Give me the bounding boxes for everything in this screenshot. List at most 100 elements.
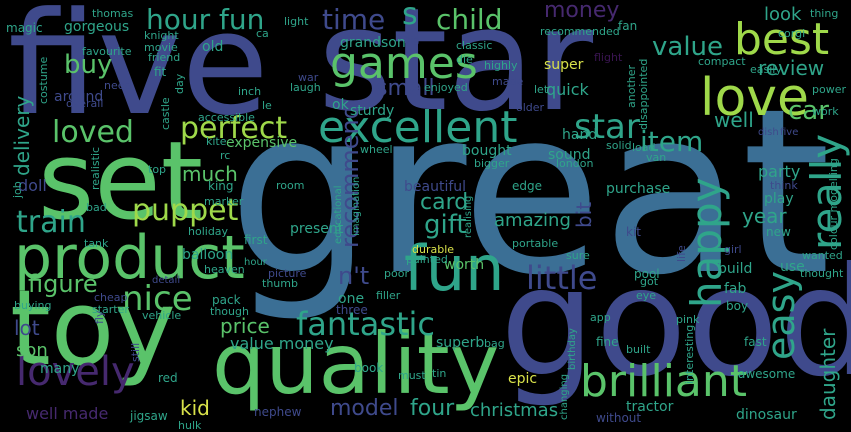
word-book: book: [354, 361, 384, 375]
word-lot: lot: [14, 316, 40, 340]
word-money: money: [544, 0, 620, 23]
word-knight: knight: [144, 29, 179, 42]
word-buying: buying: [14, 299, 52, 312]
word-disappointed: disappointed: [637, 58, 650, 130]
word-detail: detail: [152, 275, 181, 286]
word-pool: pool: [634, 267, 660, 281]
word-boy: boy: [726, 299, 749, 313]
word-three: three: [336, 303, 368, 317]
word-quality: quality: [212, 315, 500, 413]
word-build: build: [718, 261, 753, 277]
word-party: party: [758, 162, 801, 181]
word-marker: marker: [204, 195, 244, 208]
word-tractor: tractor: [626, 399, 674, 415]
word-happy: happy: [682, 177, 731, 308]
word-work: work: [812, 105, 839, 118]
word-corgi: corgi: [778, 27, 806, 40]
word-review: review: [758, 56, 825, 80]
word-brilliant: brilliant: [580, 356, 748, 407]
word-bought: bought: [462, 143, 512, 159]
word-card: card: [420, 190, 469, 215]
word-kite: kite: [206, 135, 227, 148]
word-fine: fine: [596, 335, 619, 349]
word-realistic: realistic: [89, 146, 102, 190]
word-play: play: [764, 191, 794, 207]
word-load: load: [632, 141, 656, 154]
word-fan: fan: [618, 19, 638, 33]
word-excellent: excellent: [318, 102, 518, 153]
word-red: red: [158, 371, 178, 385]
word-train: train: [16, 205, 86, 240]
word-sturdy: sturdy: [350, 103, 395, 119]
word-kit: kit: [626, 225, 641, 239]
word-many: many: [40, 361, 80, 377]
word-power: power: [812, 83, 846, 96]
word-buy: buy: [64, 50, 113, 80]
word-kid: kid: [180, 396, 210, 420]
word-fantastic: fantastic: [296, 305, 436, 343]
word-five-small: five: [780, 127, 799, 138]
word-easy: easy: [759, 271, 803, 360]
word-quick: quick: [546, 80, 589, 99]
word-job: job: [11, 181, 24, 198]
word-first: first: [244, 233, 268, 247]
word-compact: compact: [698, 55, 746, 68]
word-built: built: [626, 343, 651, 356]
word-hand: hand: [562, 127, 598, 143]
word-small: small: [376, 76, 435, 101]
word-birthday: birthday: [567, 328, 578, 370]
word-still: still: [129, 342, 142, 362]
word-bad: bad: [86, 201, 107, 214]
word-well-made: well made: [26, 404, 109, 423]
word-bigger: bigger: [474, 157, 510, 170]
word-year: year: [742, 204, 787, 228]
word-around: around: [54, 89, 104, 105]
word-overall: overall: [66, 97, 104, 110]
word-solid: solid: [606, 139, 632, 152]
word-car: car: [788, 96, 829, 126]
word-room: room: [276, 179, 305, 192]
word-purchase: purchase: [606, 181, 671, 197]
word-loved: loved: [52, 115, 134, 150]
word-magic: magic: [6, 21, 43, 35]
word-value-money: value money: [230, 334, 334, 353]
word-interesting: interesting: [683, 324, 696, 384]
word-balloon: balloon: [182, 247, 234, 263]
word-lovely: lovely: [16, 349, 135, 395]
word-realising: realising: [463, 195, 474, 238]
word-fly: fly: [93, 310, 106, 324]
word-time: time: [322, 3, 386, 36]
word-pack: pack: [212, 293, 241, 307]
word-favourite: favourite: [82, 45, 132, 58]
word-painted: painted: [406, 253, 448, 266]
word-tank: tank: [84, 237, 109, 250]
word-girl: girl: [724, 243, 742, 256]
word-colour-modelling: colour modelling: [827, 158, 840, 250]
word-highly: highly: [484, 59, 518, 72]
word-easily: easily: [750, 63, 782, 76]
word-price: price: [220, 314, 270, 338]
word-friend: friend: [148, 51, 181, 64]
word-perfect: perfect: [180, 111, 288, 146]
word-sound: sound: [548, 147, 591, 163]
word-sure: sure: [566, 249, 590, 262]
word-king: king: [208, 179, 234, 193]
word-need: need: [104, 79, 132, 92]
word-let: let: [534, 83, 549, 96]
word-cheap: cheap: [94, 291, 128, 304]
word-figure: figure: [28, 270, 98, 298]
word-s: s: [402, 0, 418, 32]
word-imagination: imagination: [351, 176, 362, 236]
word-light: light: [284, 15, 309, 28]
word-new: new: [766, 225, 791, 239]
word-thing: thing: [810, 7, 839, 20]
word-ca: ca: [256, 27, 269, 40]
word-durable: durable: [412, 243, 455, 256]
word-dish: dish: [758, 127, 779, 138]
word-present: present: [290, 221, 344, 237]
word-big: big: [404, 35, 420, 46]
word-portable: portable: [512, 237, 559, 250]
word-fit: fit: [154, 65, 167, 79]
word-worth: worth: [444, 257, 485, 273]
